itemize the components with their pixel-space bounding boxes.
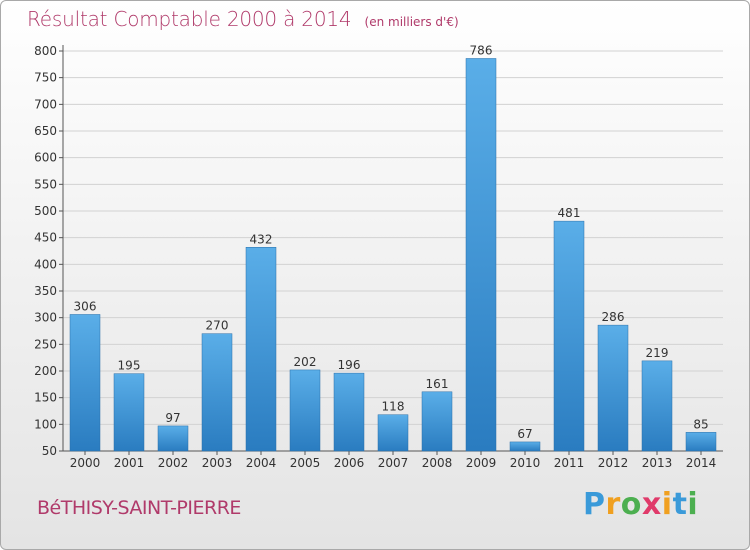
x-tick-label-2006: 2006 xyxy=(334,456,365,470)
y-tick-label: 600 xyxy=(34,151,57,165)
y-tick-label: 800 xyxy=(34,44,57,58)
y-tick-label: 700 xyxy=(34,97,57,111)
bar-2011 xyxy=(553,220,585,452)
bar-2009 xyxy=(465,58,497,452)
y-tick-label: 500 xyxy=(34,204,57,218)
x-tick-label-2001: 2001 xyxy=(114,456,145,470)
x-tick-label-2003: 2003 xyxy=(202,456,233,470)
unit-text: (en milliers d'€) xyxy=(364,15,459,29)
title-text: Résultat Comptable 2000 à 2014 xyxy=(27,7,352,31)
commune-name: BéTHISY-SAINT-PIERRE xyxy=(37,497,241,519)
bar-2003 xyxy=(201,333,233,452)
bar-2010 xyxy=(509,441,541,452)
x-tick-label-2009: 2009 xyxy=(466,456,497,470)
y-tick-label: 200 xyxy=(34,364,57,378)
bar-2013 xyxy=(641,360,673,452)
y-tick-label: 350 xyxy=(34,284,57,298)
bar-2005 xyxy=(289,369,321,452)
value-label-2001: 195 xyxy=(118,359,141,373)
bar-2000 xyxy=(69,314,101,452)
x-tick-label-2012: 2012 xyxy=(598,456,629,470)
chart-title: Résultat Comptable 2000 à 2014 (en milli… xyxy=(27,7,459,31)
value-label-2003: 270 xyxy=(206,319,229,333)
value-label-2009: 786 xyxy=(470,43,493,57)
value-label-2008: 161 xyxy=(426,377,449,391)
x-tick-label-2005: 2005 xyxy=(290,456,321,470)
bar-2008 xyxy=(421,391,453,452)
bar-2002 xyxy=(157,425,189,452)
value-label-2010: 67 xyxy=(517,427,532,441)
bar-2001 xyxy=(113,373,145,452)
value-label-2000: 306 xyxy=(74,299,97,313)
y-tick-label: 250 xyxy=(34,337,57,351)
y-tick-label: 300 xyxy=(34,311,57,325)
y-tick-label: 400 xyxy=(34,257,57,271)
value-label-2002: 97 xyxy=(165,411,180,425)
value-label-2013: 219 xyxy=(646,346,669,360)
x-tick-label-2002: 2002 xyxy=(158,456,189,470)
bar-2004 xyxy=(245,247,277,452)
value-label-2011: 481 xyxy=(558,206,581,220)
value-label-2005: 202 xyxy=(294,355,317,369)
y-tick-label: 550 xyxy=(34,177,57,191)
y-tick-label: 450 xyxy=(34,231,57,245)
x-tick-label-2000: 2000 xyxy=(70,456,101,470)
bar-2006 xyxy=(333,372,365,452)
y-tick-label: 50 xyxy=(42,444,57,458)
x-tick-label-2011: 2011 xyxy=(554,456,585,470)
y-tick-label: 100 xyxy=(34,417,57,431)
bar-2012 xyxy=(597,324,629,452)
bar-2014 xyxy=(685,432,717,452)
x-tick-label-2008: 2008 xyxy=(422,456,453,470)
value-label-2012: 286 xyxy=(602,310,625,324)
y-tick-label: 750 xyxy=(34,71,57,85)
x-tick-label-2004: 2004 xyxy=(246,456,277,470)
bar-2007 xyxy=(377,414,409,452)
bars xyxy=(69,58,717,452)
x-tick-label-2007: 2007 xyxy=(378,456,409,470)
y-tick-label: 650 xyxy=(34,124,57,138)
value-label-2006: 196 xyxy=(338,358,361,372)
y-tick-label: 150 xyxy=(34,391,57,405)
value-label-2004: 432 xyxy=(250,232,273,246)
proxiti-logo: Proxiti xyxy=(583,487,699,522)
labels: 50 100 150 200 250 300 350 400 450 500 550 600 650 70… xyxy=(34,43,716,470)
x-tick-label-2010: 2010 xyxy=(510,456,541,470)
x-tick-label-2014: 2014 xyxy=(686,456,717,470)
value-label-2007: 118 xyxy=(382,400,405,414)
value-label-2014: 85 xyxy=(693,417,708,431)
x-tick-label-2013: 2013 xyxy=(642,456,673,470)
